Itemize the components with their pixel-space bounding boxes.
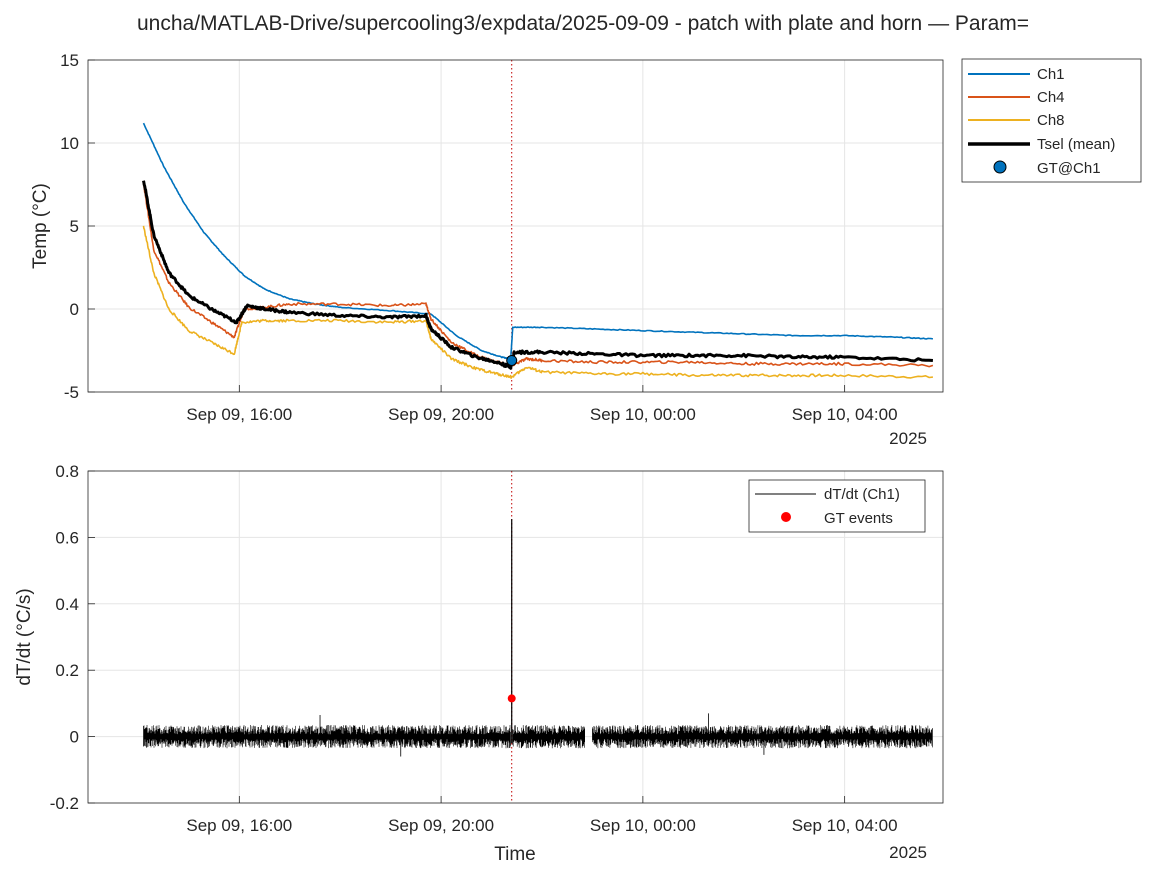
derivative-y-tick-label: 0.8 — [55, 462, 79, 481]
legend-marker-gt-ch1 — [993, 160, 1007, 174]
dtdt-noise-segment — [592, 725, 933, 749]
legend-label-ch4: Ch4 — [1037, 89, 1065, 106]
temperature-y-tick-label: 5 — [70, 217, 79, 236]
temperature-legend: Ch1 Ch4 Ch8 Tsel (mean) GT@Ch1 — [961, 58, 1142, 183]
temperature-y-tick-label: -5 — [64, 383, 79, 402]
legend-label-ch1: Ch1 — [1037, 66, 1065, 83]
temperature-x-tick-label: Sep 09, 16:00 — [186, 405, 292, 424]
derivative-x-tick-label: Sep 10, 04:00 — [792, 816, 898, 835]
derivative-x-tick-label: Sep 09, 16:00 — [186, 816, 292, 835]
temperature-x-tick-label: Sep 10, 04:00 — [792, 405, 898, 424]
temperature-x-ticks: Sep 09, 16:00 Sep 09, 20:00 Sep 10, 00:00 S… — [186, 385, 898, 424]
gt-event-marker — [507, 694, 516, 703]
temperature-y-tick-label: 0 — [70, 300, 79, 319]
derivative-y-label: dT/dt (°C/s) — [14, 588, 35, 685]
temperature-year-label: 2025 — [889, 429, 927, 448]
dtdt-noise-segment — [143, 725, 511, 749]
series-line-ch1 — [142, 122, 934, 360]
gt-ch1-marker — [506, 354, 518, 366]
derivative-axes-box — [87, 470, 944, 804]
series-line-tsel-mean- — [142, 180, 934, 370]
series-line-ch4 — [142, 183, 934, 368]
derivative-y-ticks: -0.2 0 0.2 0.4 0.6 0.8 — [50, 462, 95, 813]
temperature-y-tick-label: 15 — [60, 51, 79, 70]
derivative-series-group — [143, 471, 933, 803]
temperature-series-group — [142, 60, 934, 392]
temperature-y-ticks: -5 0 5 10 15 — [60, 51, 95, 402]
derivative-y-tick-label: 0.6 — [55, 528, 79, 547]
derivative-x-label: Time — [494, 844, 536, 865]
legend-label-gt-events: GT events — [824, 510, 893, 527]
figure-title: uncha/MATLAB-Drive/supercooling3/expdata… — [137, 12, 1029, 35]
series-line-ch8 — [142, 225, 933, 379]
derivative-legend-box — [748, 479, 926, 533]
derivative-year-label: 2025 — [889, 843, 927, 862]
temperature-x-tick-label: Sep 10, 00:00 — [590, 405, 696, 424]
derivative-x-ticks: Sep 09, 16:00 Sep 09, 20:00 Sep 10, 00:00 S… — [186, 796, 898, 835]
derivative-y-tick-label: 0.4 — [55, 595, 79, 614]
legend-marker-gt-events — [781, 512, 791, 522]
dtdt-noise-segment — [512, 725, 585, 749]
derivative-x-tick-label: Sep 10, 00:00 — [590, 816, 696, 835]
derivative-y-tick-label: 0 — [70, 728, 79, 747]
temperature-y-tick-label: 10 — [60, 134, 79, 153]
legend-label-gt-ch1: GT@Ch1 — [1037, 160, 1101, 177]
derivative-x-tick-label: Sep 09, 20:00 — [388, 816, 494, 835]
derivative-legend: dT/dt (Ch1) GT events — [748, 479, 926, 533]
derivative-axes: -0.2 0 0.2 0.4 0.6 0.8 Sep 09, 16:00 Sep 09, 2… — [14, 462, 944, 865]
legend-label-ch8: Ch8 — [1037, 112, 1065, 129]
derivative-y-tick-label: -0.2 — [50, 794, 79, 813]
temperature-axes: -5 0 5 10 15 Sep 09, 16:00 Sep 09, 20:00 Sep 1… — [30, 51, 1142, 448]
temperature-x-tick-label: Sep 09, 20:00 — [388, 405, 494, 424]
legend-label-dtdt: dT/dt (Ch1) — [824, 486, 900, 503]
temperature-y-label: Temp (°C) — [30, 183, 51, 269]
derivative-y-tick-label: 0.2 — [55, 661, 79, 680]
legend-label-tsel: Tsel (mean) — [1037, 136, 1115, 153]
